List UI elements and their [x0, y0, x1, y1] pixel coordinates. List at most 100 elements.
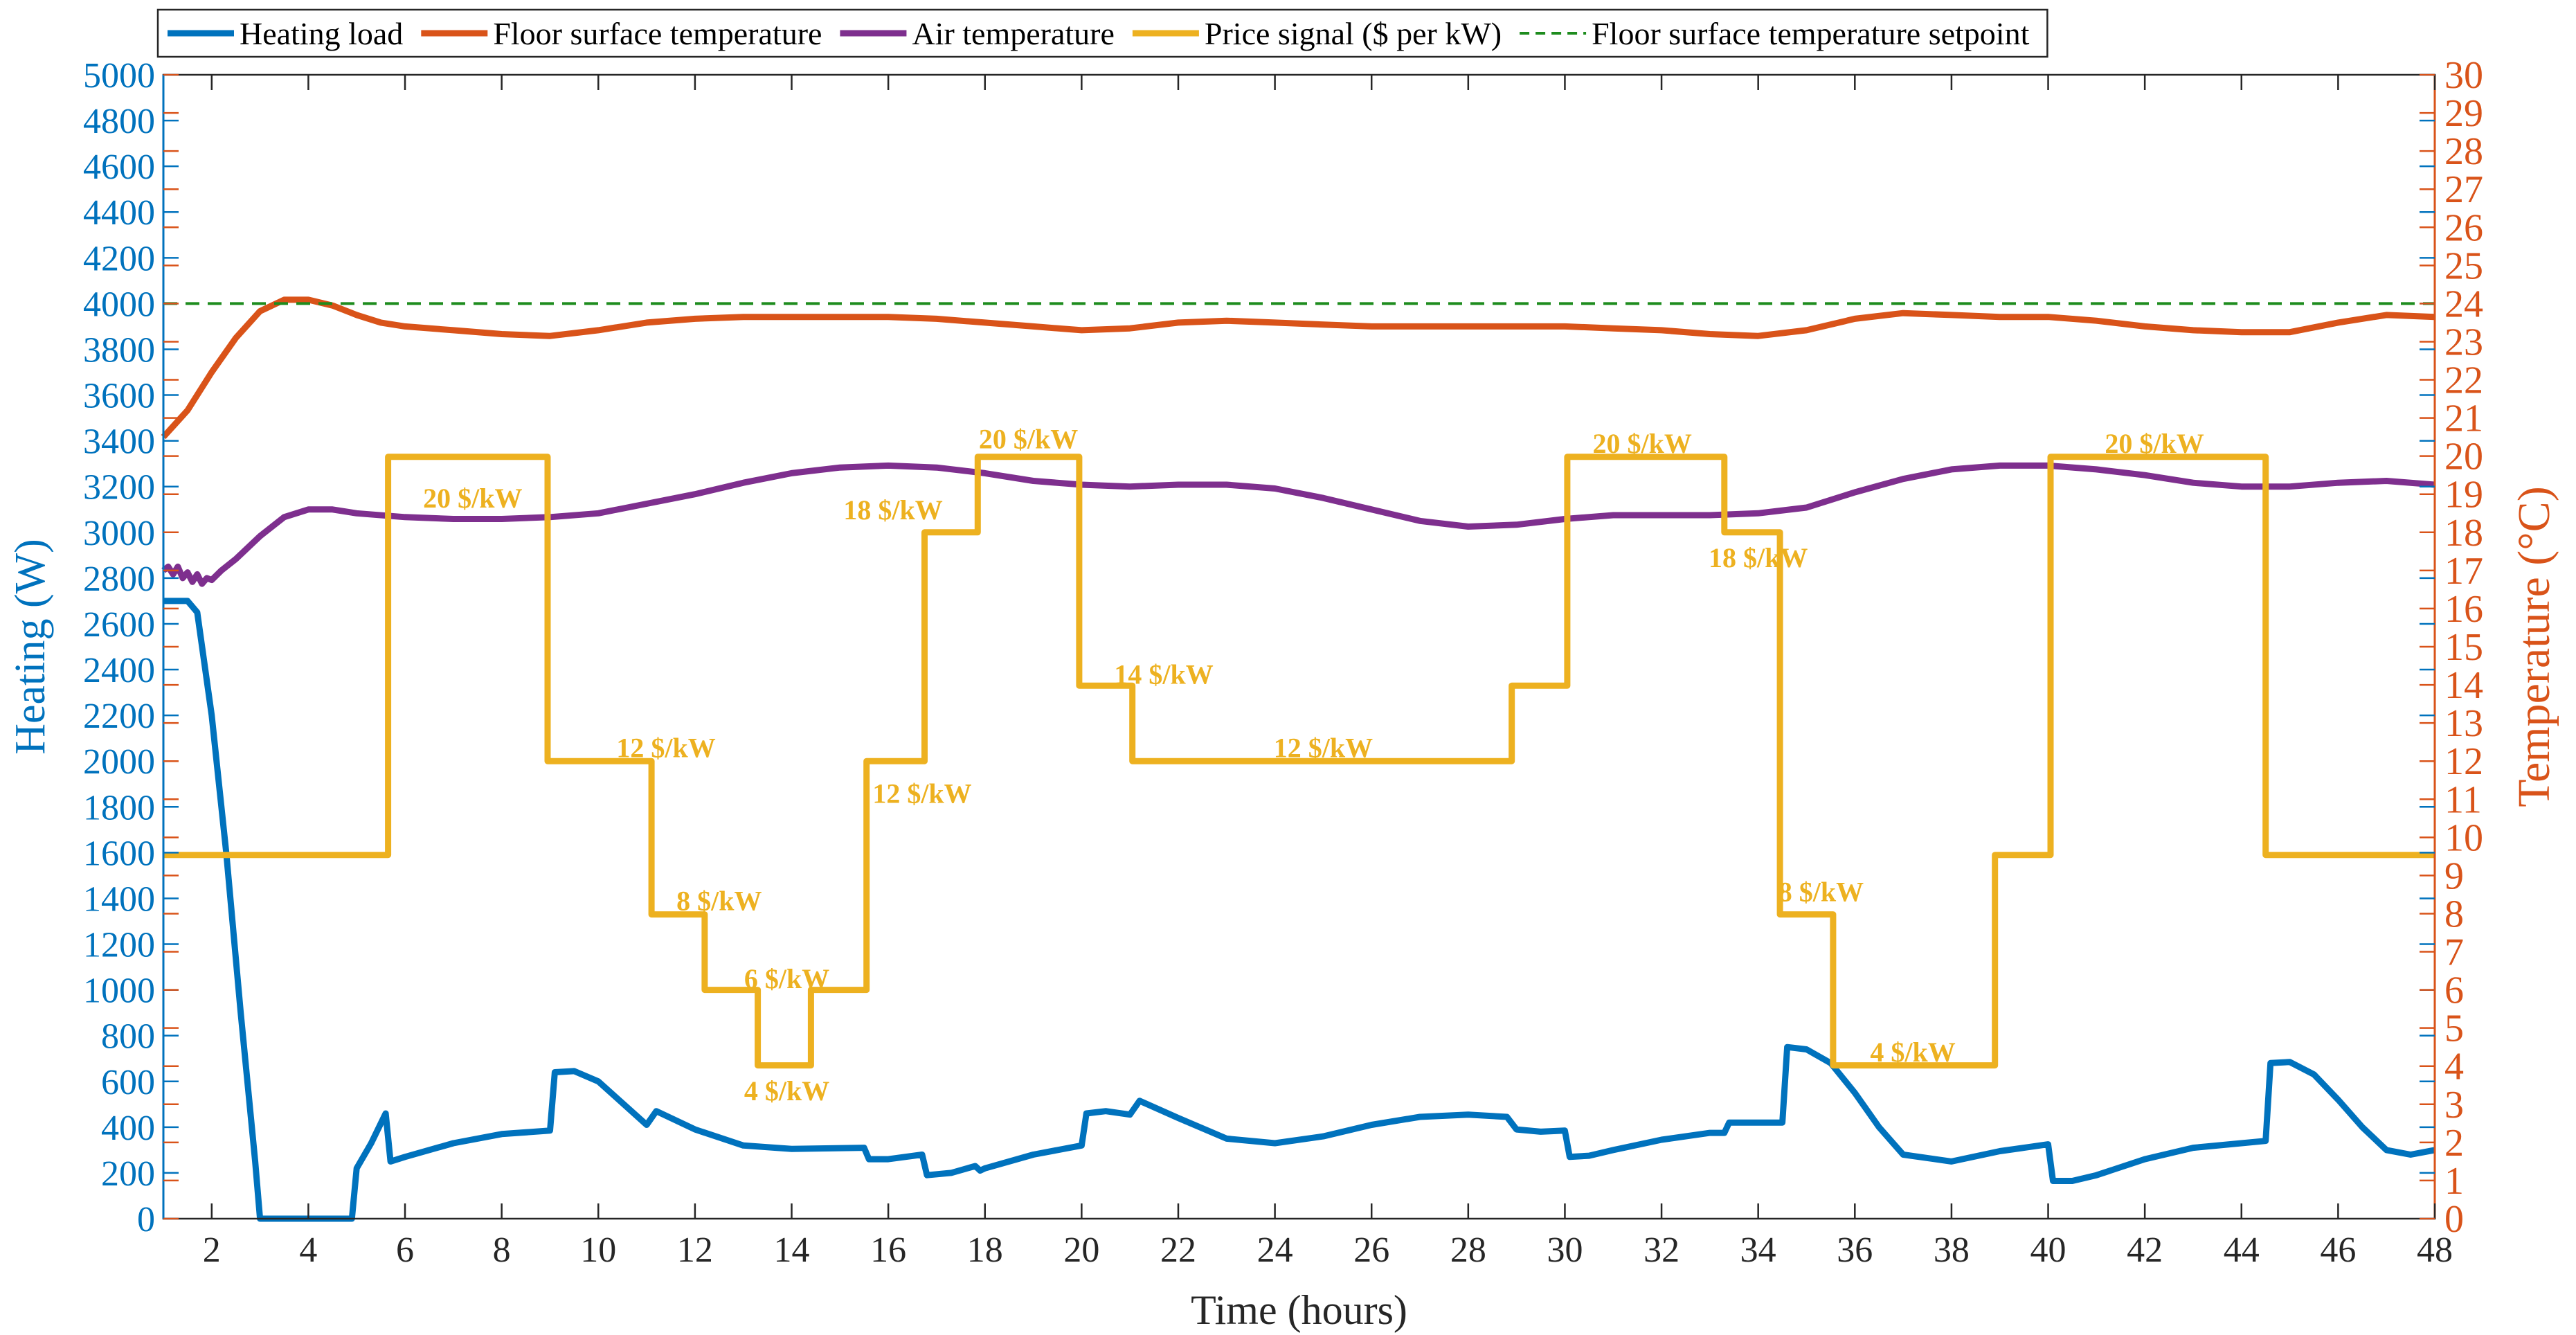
right-y-tick-label: 17	[2444, 550, 2483, 593]
left-y-tick-label: 3600	[83, 377, 155, 416]
price-annotation: 4 $/kW	[744, 1075, 829, 1106]
x-tick-label: 4	[299, 1230, 317, 1270]
legend-label-2: Air temperature	[912, 16, 1114, 51]
price-annotation: 20 $/kW	[1592, 428, 1691, 459]
right-y-tick-label: 15	[2444, 626, 2483, 669]
left-y-tick-label: 2600	[83, 605, 155, 645]
right-y-tick-label: 19	[2444, 474, 2483, 517]
price-annotation: 12 $/kW	[616, 732, 715, 763]
x-tick-label: 16	[870, 1230, 906, 1270]
legend: Heating load Floor surface temperature Air…	[156, 8, 2048, 58]
series-line-3	[163, 454, 2435, 1069]
x-axis-title: Time (hours)	[1191, 1287, 1407, 1333]
right-y-tick-label: 10	[2444, 816, 2483, 859]
x-tick-label: 2	[203, 1230, 221, 1270]
left-y-tick-label: 3400	[83, 422, 155, 462]
price-annotation: 20 $/kW	[979, 423, 1078, 454]
x-tick-label: 26	[1353, 1230, 1389, 1270]
left-y-tick-label: 200	[101, 1154, 155, 1194]
right-y-tick-label: 6	[2444, 969, 2464, 1012]
x-tick-label: 34	[1740, 1230, 1776, 1270]
right-y-tick-label: 26	[2444, 206, 2483, 249]
left-y-tick-label: 4400	[83, 193, 155, 233]
right-y-tick-label: 2	[2444, 1122, 2464, 1165]
price-annotation: 8 $/kW	[676, 886, 762, 917]
right-y-tick-label: 25	[2444, 244, 2483, 287]
x-tick-label: 30	[1547, 1230, 1583, 1270]
left-y-tick-label: 1800	[83, 788, 155, 827]
x-tick-label: 18	[967, 1230, 1003, 1270]
price-annotation: 18 $/kW	[843, 494, 942, 526]
x-tick-label: 28	[1450, 1230, 1486, 1270]
x-tick-label: 14	[774, 1230, 810, 1270]
x-tick-label: 8	[493, 1230, 511, 1270]
left-y-tick-label: 2200	[83, 697, 155, 736]
x-tick-label: 48	[2417, 1230, 2453, 1270]
right-y-tick-label: 14	[2444, 664, 2483, 707]
left-y-tick-label: 1400	[83, 879, 155, 919]
price-annotation: 8 $/kW	[1778, 877, 1864, 908]
x-tick-label: 20	[1063, 1230, 1099, 1270]
left-y-tick-label: 0	[137, 1200, 155, 1239]
price-annotation: 6 $/kW	[744, 963, 829, 994]
x-tick-label: 44	[2224, 1230, 2260, 1270]
right-y-tick-label: 24	[2444, 283, 2483, 325]
x-tick-label: 38	[1934, 1230, 1970, 1270]
price-annotation: 18 $/kW	[1709, 542, 1808, 573]
legend-label-0: Heating load	[240, 16, 403, 51]
right-y-tick-label: 16	[2444, 588, 2483, 631]
right-y-tick-label: 8	[2444, 893, 2464, 935]
left-y-tick-label: 4600	[83, 147, 155, 187]
series-line-1	[161, 296, 2435, 440]
legend-label-4: Floor surface temperature setpoint	[1592, 16, 2029, 51]
right-y-tick-label: 18	[2444, 512, 2483, 555]
left-y-tick-label: 4000	[83, 285, 155, 324]
right-y-tick-label: 23	[2444, 321, 2483, 364]
right-y-tick-label: 22	[2444, 359, 2483, 402]
series-line-0	[163, 598, 2435, 1222]
price-annotation: 4 $/kW	[1870, 1037, 1955, 1068]
price-annotation: 14 $/kW	[1114, 659, 1213, 690]
left-y-tick-label: 3800	[83, 330, 155, 370]
price-annotation: 20 $/kW	[423, 483, 522, 514]
left-y-tick-label: 1200	[83, 926, 155, 965]
x-tick-label: 12	[677, 1230, 713, 1270]
right-y-tick-label: 5	[2444, 1007, 2464, 1050]
price-annotation: 12 $/kW	[1274, 732, 1373, 763]
x-tick-label: 10	[580, 1230, 616, 1270]
right-y-tick-label: 12	[2444, 740, 2483, 783]
right-y-tick-label: 9	[2444, 854, 2464, 897]
right-y-tick-label: 1	[2444, 1160, 2464, 1203]
axes: 2 4 6 8 10 12 14 16 18 20 22 24 26 28 30 32 34 36 38 40 42 44…	[7, 54, 2559, 1333]
legend-label-1: Floor surface temperature	[493, 16, 822, 51]
left-y-tick-label: 4800	[83, 102, 155, 141]
left-y-tick-label: 3200	[83, 468, 155, 508]
left-y-axis-title: Heating (W)	[7, 539, 54, 755]
left-y-tick-label: 800	[101, 1017, 155, 1057]
price-annotations: 20 $/kW 12 $/kW 8 $/kW 6 $/kW 4 $/kW 12 $/kW 1…	[423, 423, 2204, 1106]
price-annotation: 12 $/kW	[872, 778, 971, 809]
x-tick-label: 36	[1837, 1230, 1873, 1270]
left-y-tick-label: 600	[101, 1063, 155, 1102]
right-y-tick-label: 13	[2444, 702, 2483, 745]
right-y-tick-label: 4	[2444, 1046, 2464, 1088]
right-y-tick-label: 29	[2444, 92, 2483, 135]
x-tick-label: 32	[1643, 1230, 1679, 1270]
right-y-tick-label: 27	[2444, 168, 2483, 211]
x-tick-label: 22	[1160, 1230, 1196, 1270]
left-y-tick-label: 3000	[83, 514, 155, 553]
right-y-tick-label: 20	[2444, 436, 2483, 478]
left-y-tick-label: 400	[101, 1109, 155, 1148]
legend-label-3: Price signal ($ per kW)	[1205, 16, 1502, 51]
x-tick-label: 40	[2030, 1230, 2066, 1270]
right-y-tick-label: 11	[2444, 778, 2482, 821]
left-y-tick-label: 2400	[83, 651, 155, 690]
left-y-tick-label: 4200	[83, 239, 155, 278]
right-y-tick-label: 28	[2444, 130, 2483, 173]
right-y-tick-label: 30	[2444, 54, 2483, 97]
right-y-tick-label: 0	[2444, 1198, 2464, 1241]
price-annotation: 20 $/kW	[2105, 428, 2204, 459]
x-tick-label: 42	[2127, 1230, 2163, 1270]
